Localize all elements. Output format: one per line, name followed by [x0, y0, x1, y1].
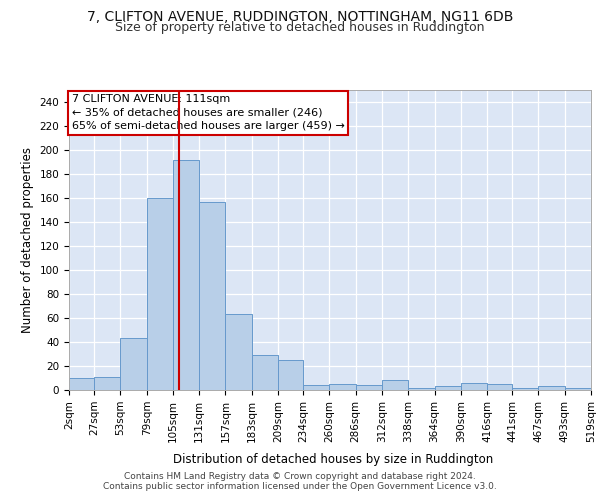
Y-axis label: Number of detached properties: Number of detached properties [21, 147, 34, 333]
Bar [538, 386, 565, 390]
Bar [512, 388, 538, 390]
Bar [69, 378, 94, 390]
Bar [199, 202, 226, 390]
Bar [382, 380, 408, 390]
Bar [303, 385, 329, 390]
Text: 7 CLIFTON AVENUE: 111sqm
← 35% of detached houses are smaller (246)
65% of semi-: 7 CLIFTON AVENUE: 111sqm ← 35% of detach… [71, 94, 344, 131]
Bar [461, 383, 487, 390]
Text: 7, CLIFTON AVENUE, RUDDINGTON, NOTTINGHAM, NG11 6DB: 7, CLIFTON AVENUE, RUDDINGTON, NOTTINGHA… [87, 10, 513, 24]
Text: Contains HM Land Registry data © Crown copyright and database right 2024.: Contains HM Land Registry data © Crown c… [124, 472, 476, 481]
Bar [408, 388, 434, 390]
Bar [329, 384, 356, 390]
Text: Distribution of detached houses by size in Ruddington: Distribution of detached houses by size … [173, 452, 493, 466]
Bar [94, 377, 121, 390]
Bar [147, 198, 173, 390]
Bar [487, 384, 512, 390]
Bar [121, 338, 147, 390]
Text: Contains public sector information licensed under the Open Government Licence v3: Contains public sector information licen… [103, 482, 497, 491]
Bar [434, 386, 461, 390]
Bar [252, 355, 278, 390]
Bar [356, 385, 382, 390]
Text: Size of property relative to detached houses in Ruddington: Size of property relative to detached ho… [115, 22, 485, 35]
Bar [173, 160, 199, 390]
Bar [226, 314, 252, 390]
Bar [278, 360, 303, 390]
Bar [565, 388, 591, 390]
